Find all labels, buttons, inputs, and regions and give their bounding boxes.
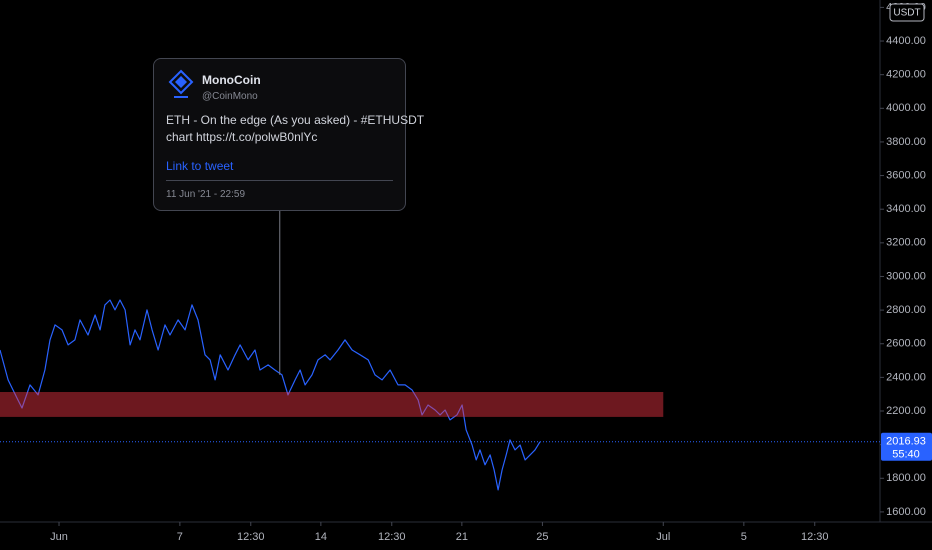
tweet-avatar <box>168 69 194 98</box>
currency-box <box>889 3 925 22</box>
y-tick-label: 3000.00 <box>886 270 926 282</box>
currency-label: USDT <box>893 8 920 19</box>
y-tick-label: 1600.00 <box>886 506 926 518</box>
price-line <box>0 299 541 491</box>
price-zone <box>0 392 664 417</box>
y-tick-label: 1800.00 <box>886 472 926 484</box>
x-tick-label: 7 <box>177 531 183 543</box>
x-tick-label: Jul <box>656 531 670 543</box>
tweet-name: MonoCoin <box>202 73 261 87</box>
countdown-label: 55:40 <box>892 449 920 461</box>
x-tick-label: 12:30 <box>378 531 406 543</box>
tweet-card[interactable]: MonoCoin @CoinMono ETH - On the edge (As… <box>153 58 424 211</box>
tweet-text-line: chart https://t.co/polwB0nlYc <box>166 130 318 144</box>
last-price-box <box>881 432 932 461</box>
x-tick-label: 5 <box>741 531 747 543</box>
tweet-handle: @CoinMono <box>202 91 258 102</box>
y-tick-label: 4000.00 <box>886 102 926 114</box>
y-tick-label: 3400.00 <box>886 203 926 215</box>
tweet-text-line: ETH - On the edge (As you asked) - #ETHU… <box>166 113 425 127</box>
x-tick-label: 21 <box>456 531 468 543</box>
y-tick-label: 4200.00 <box>886 69 926 81</box>
separator <box>166 180 393 181</box>
tweet-link[interactable]: Link to tweet <box>166 159 234 173</box>
x-tick-label: 14 <box>315 531 327 543</box>
y-tick-label: 3600.00 <box>886 169 926 181</box>
y-tick-label: 3200.00 <box>886 237 926 249</box>
y-tick-label: 2200.00 <box>886 405 926 417</box>
y-tick-label: 4400.00 <box>886 35 926 47</box>
x-tick-label: 25 <box>536 531 548 543</box>
last-price-label: 2016.93 <box>886 436 926 448</box>
x-tick-label: 12:30 <box>237 531 265 543</box>
y-tick-label: 2600.00 <box>886 338 926 350</box>
tweet-date: 11 Jun '21 - 22:59 <box>166 189 246 200</box>
y-tick-label: 2800.00 <box>886 304 926 316</box>
y-tick-label: 3800.00 <box>886 136 926 148</box>
x-tick-label: 12:30 <box>801 531 829 543</box>
tweet-text: ETH - On the edge (As you asked) - #ETHU… <box>166 112 424 146</box>
x-tick-label: Jun <box>50 531 68 543</box>
y-tick-label: 2400.00 <box>886 371 926 383</box>
